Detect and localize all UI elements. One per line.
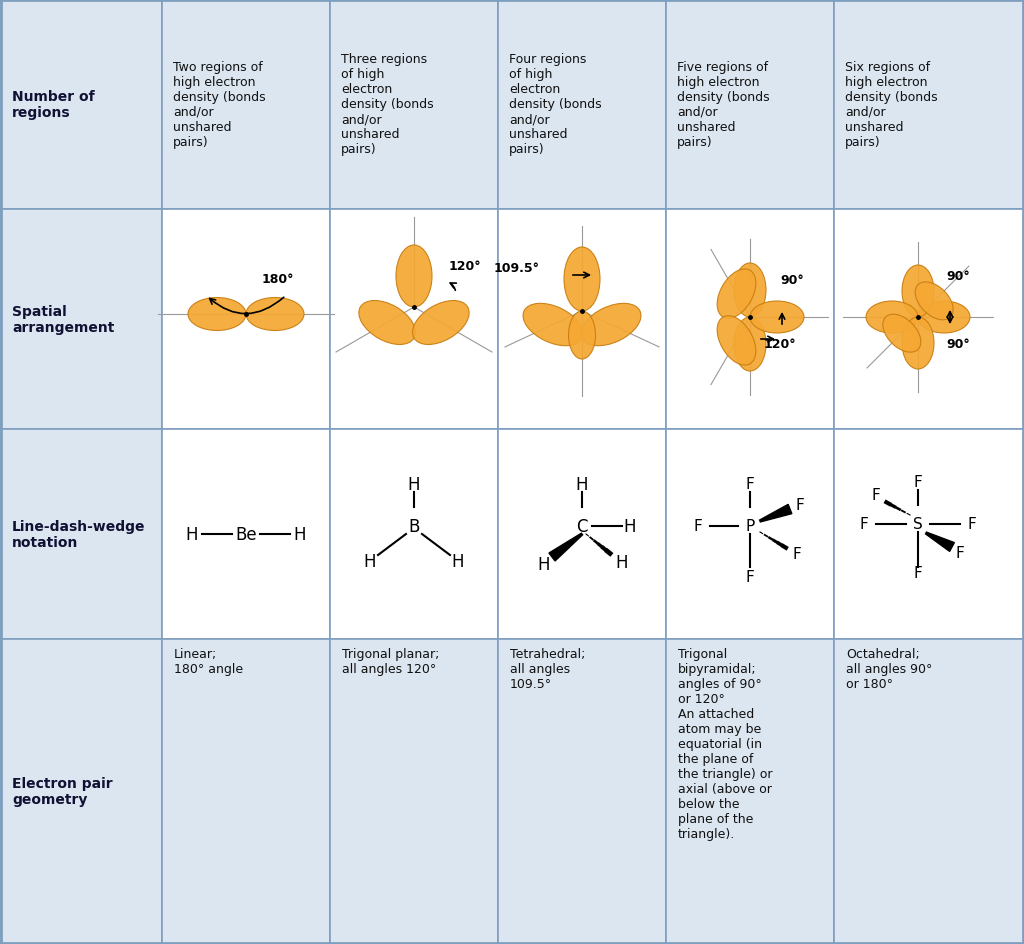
Text: 180°: 180° [262, 273, 295, 286]
Ellipse shape [413, 301, 469, 346]
Ellipse shape [188, 298, 246, 331]
Text: F: F [745, 570, 755, 585]
Text: Trigonal planar;
all angles 120°: Trigonal planar; all angles 120° [342, 648, 439, 675]
Text: F: F [968, 517, 976, 531]
Text: H: H [408, 476, 420, 494]
Text: Line-dash-wedge
notation: Line-dash-wedge notation [12, 519, 145, 549]
Ellipse shape [866, 302, 918, 333]
Polygon shape [760, 505, 792, 522]
Bar [0, 210, 162, 430]
Bar [498, 0, 666, 210]
Bar [666, 210, 834, 430]
Ellipse shape [246, 298, 304, 331]
Bar [0, 0, 162, 210]
Text: F: F [871, 488, 881, 503]
Text: 120°: 120° [449, 260, 481, 273]
Ellipse shape [915, 282, 953, 320]
Bar [666, 0, 834, 210]
Text: H: H [615, 553, 629, 571]
Text: F: F [955, 546, 965, 561]
Text: H: H [294, 526, 306, 544]
Text: H: H [575, 476, 588, 494]
Text: S: S [913, 517, 923, 531]
Text: Six regions of
high electron
density (bonds
and/or
unshared
pairs): Six regions of high electron density (bo… [845, 61, 938, 149]
Text: Be: Be [236, 526, 257, 544]
Text: Tetrahedral;
all angles
109.5°: Tetrahedral; all angles 109.5° [510, 648, 586, 690]
Ellipse shape [358, 301, 416, 346]
Bar [0, 639, 162, 944]
Bar [330, 430, 498, 639]
Bar [330, 639, 498, 944]
Ellipse shape [564, 247, 600, 312]
Text: 120°: 120° [764, 338, 797, 350]
Ellipse shape [902, 265, 934, 318]
Text: Spatial
arrangement: Spatial arrangement [12, 305, 115, 335]
Ellipse shape [568, 312, 596, 360]
Text: F: F [793, 547, 802, 562]
Bar [834, 430, 1024, 639]
Text: Octahedral;
all angles 90°
or 180°: Octahedral; all angles 90° or 180° [846, 648, 933, 690]
Bar [666, 639, 834, 944]
Text: H: H [185, 526, 199, 544]
Bar [498, 639, 666, 944]
Text: H: H [452, 552, 464, 570]
Ellipse shape [750, 302, 804, 333]
Bar [162, 0, 330, 210]
Text: 90°: 90° [780, 274, 804, 287]
Text: P: P [745, 519, 755, 534]
Ellipse shape [396, 245, 432, 308]
Ellipse shape [523, 304, 583, 346]
Text: 109.5°: 109.5° [494, 261, 540, 275]
Text: B: B [409, 517, 420, 535]
Bar [498, 430, 666, 639]
Polygon shape [549, 533, 583, 562]
Text: Electron pair
geometry: Electron pair geometry [12, 776, 113, 806]
Text: F: F [693, 519, 702, 534]
Text: Linear;
180° angle: Linear; 180° angle [174, 648, 243, 675]
Text: F: F [859, 517, 868, 531]
Bar [498, 210, 666, 430]
Bar [162, 639, 330, 944]
Bar [162, 430, 330, 639]
Text: 90°: 90° [946, 338, 970, 350]
Bar [0, 430, 162, 639]
Bar [162, 210, 330, 430]
Bar [834, 210, 1024, 430]
Text: F: F [796, 498, 805, 513]
Text: Three regions
of high
electron
density (bonds
and/or
unshared
pairs): Three regions of high electron density (… [341, 54, 433, 157]
Text: H: H [624, 517, 636, 535]
Ellipse shape [918, 302, 970, 333]
Bar [666, 430, 834, 639]
Bar [834, 0, 1024, 210]
Text: F: F [745, 477, 755, 492]
Ellipse shape [734, 318, 766, 372]
Text: Four regions
of high
electron
density (bonds
and/or
unshared
pairs): Four regions of high electron density (b… [509, 54, 602, 157]
Ellipse shape [717, 270, 756, 319]
Text: Five regions of
high electron
density (bonds
and/or
unshared
pairs): Five regions of high electron density (b… [677, 61, 770, 149]
Text: C: C [577, 517, 588, 535]
Bar [330, 0, 498, 210]
Ellipse shape [734, 263, 766, 318]
Bar [834, 639, 1024, 944]
Text: F: F [913, 475, 923, 490]
Text: 90°: 90° [946, 270, 970, 282]
Text: H: H [538, 555, 550, 573]
Bar [330, 210, 498, 430]
Text: Trigonal
bipyramidal;
angles of 90°
or 120°
An attached
atom may be
equatorial (: Trigonal bipyramidal; angles of 90° or 1… [678, 648, 772, 840]
Ellipse shape [902, 318, 934, 370]
Polygon shape [926, 532, 954, 552]
Ellipse shape [717, 316, 756, 365]
Text: Number of
regions: Number of regions [12, 90, 94, 120]
Ellipse shape [581, 304, 641, 346]
Text: F: F [913, 565, 923, 581]
Text: H: H [364, 552, 376, 570]
Ellipse shape [883, 315, 921, 353]
Text: Two regions of
high electron
density (bonds
and/or
unshared
pairs): Two regions of high electron density (bo… [173, 61, 265, 149]
